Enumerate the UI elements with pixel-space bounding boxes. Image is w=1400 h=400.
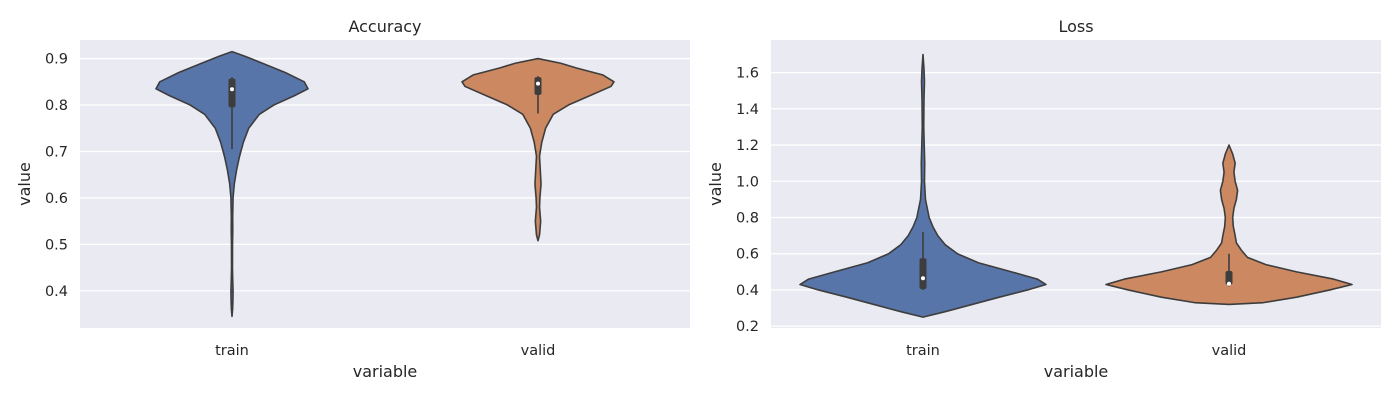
chart-accuracy: 0.4 0.5 0.6 0.7 0.8 0.9 train valid Accuracy vari…: [15, 17, 690, 381]
x-axis-label: variable: [353, 362, 418, 381]
chart-title: Accuracy: [348, 17, 421, 36]
x-tick-label: valid: [521, 343, 556, 359]
x-tick-label: train: [215, 343, 249, 359]
chart-title: Loss: [1058, 17, 1093, 36]
y-tick-label: 0.6: [45, 191, 68, 207]
y-tick-label: 0.8: [45, 98, 68, 114]
y-tick-label: 1.6: [736, 66, 759, 82]
median-point-valid: [1227, 281, 1231, 286]
violin-valid: [461, 57, 615, 242]
median-point-train: [230, 87, 234, 92]
chart-loss: 0.2 0.4 0.6 0.8 1.0 1.2 1.4 1.6 train valid Loss va…: [706, 17, 1381, 381]
iqr-box-valid: [534, 77, 542, 95]
y-tick-label: 0.4: [736, 283, 759, 299]
y-tick-label: 1.4: [736, 102, 759, 118]
y-tick-label: 1.0: [736, 174, 759, 190]
y-tick-label: 0.2: [736, 319, 759, 335]
y-tick-label: 1.2: [736, 138, 759, 154]
violin-train: [799, 53, 1047, 318]
y-tick-label: 0.5: [45, 237, 68, 253]
y-axis-label: value: [706, 162, 725, 206]
violin-valid: [1105, 144, 1353, 306]
x-axis-label: variable: [1044, 362, 1109, 381]
violin-train: [155, 50, 309, 318]
y-tick-label: 0.6: [736, 247, 759, 263]
iqr-box-valid: [1225, 270, 1233, 285]
iqr-box-train: [919, 258, 927, 290]
y-axis-label: value: [15, 162, 34, 206]
iqr-box-train: [228, 78, 236, 108]
x-tick-label: train: [906, 343, 940, 359]
y-tick-label: 0.8: [736, 211, 759, 227]
y-tick-label: 0.7: [45, 144, 68, 160]
y-tick-label: 0.4: [45, 284, 68, 300]
median-point-valid: [536, 81, 540, 86]
y-tick-label: 0.9: [45, 52, 68, 68]
median-point-train: [921, 276, 925, 281]
x-tick-label: valid: [1212, 343, 1247, 359]
